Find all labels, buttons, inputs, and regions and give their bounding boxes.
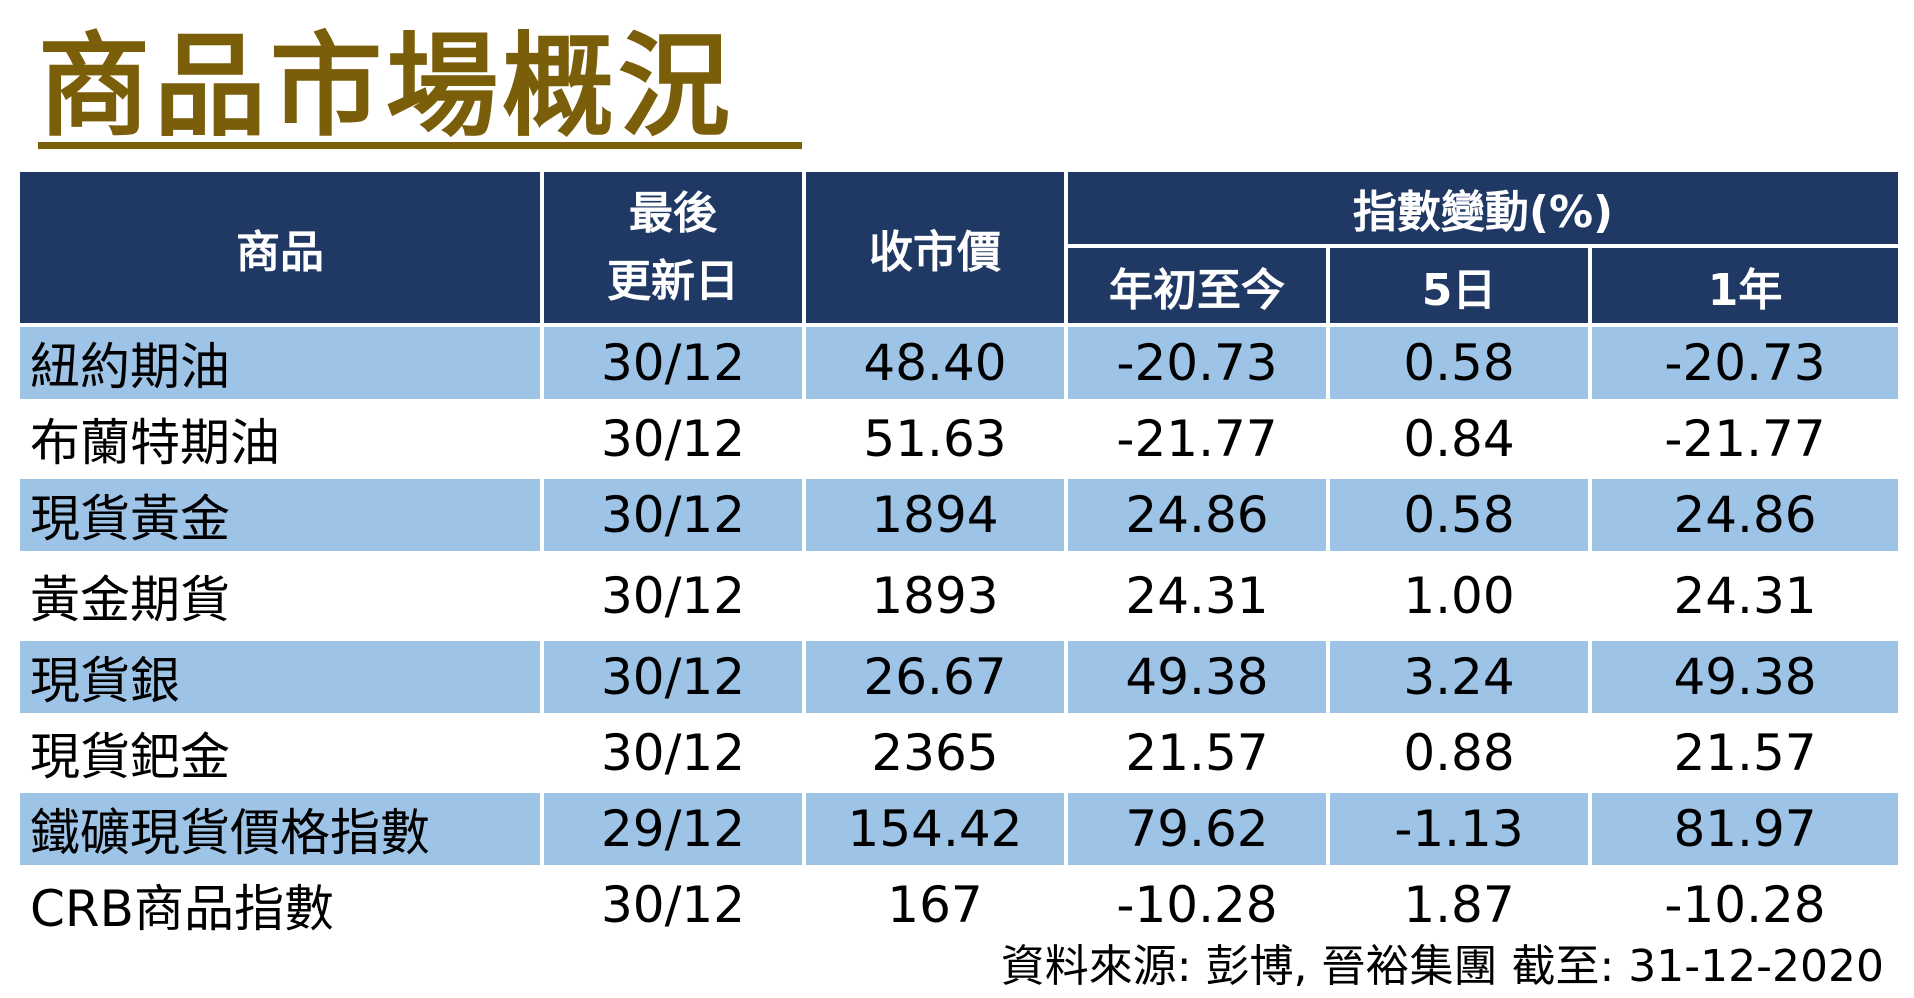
- table-row: 現貨鈀金 30/12 2365 21.57 0.88 21.57: [20, 717, 1898, 789]
- close-price: 1893: [871, 567, 999, 625]
- five-day-change: 0.58: [1330, 327, 1588, 399]
- close-price: 167: [887, 876, 983, 934]
- commodity-name: 鐵礦現貨價格指數: [20, 793, 540, 865]
- five-day-change: 0.88: [1403, 724, 1515, 782]
- last-update-date: 30/12: [544, 327, 802, 399]
- close-price: 51.63: [863, 410, 1007, 468]
- five-day-change: 1.00: [1403, 567, 1515, 625]
- table-row: 現貨黃金 30/12 1894 24.86 0.58 24.86: [20, 479, 1899, 551]
- commodity-name: 現貨鈀金: [30, 728, 230, 786]
- last-update-date: 30/12: [600, 724, 746, 782]
- ytd-change: -21.77: [1116, 410, 1278, 468]
- close-price: 26.67: [806, 641, 1064, 713]
- close-price: 154.42: [806, 793, 1064, 865]
- table-row: 現貨銀 30/12 26.67 49.38 3.24 49.38: [20, 641, 1899, 713]
- header-1-year: 1年: [1592, 248, 1899, 323]
- header-last-update-line2: 更新日: [607, 255, 739, 307]
- header-ytd: 年初至今: [1068, 248, 1326, 323]
- commodity-name: 紐約期油: [20, 327, 540, 399]
- data-source-note: 資料來源: 彭博, 晉裕集團 截至: 31-12-2020: [1000, 941, 1884, 992]
- one-year-change: -20.73: [1592, 327, 1899, 399]
- close-price: 2365: [871, 724, 999, 782]
- commodity-name: 布蘭特期油: [30, 414, 280, 472]
- one-year-change: 24.31: [1673, 567, 1817, 625]
- table-row: CRB商品指數 30/12 167 -10.28 1.87 -10.28: [20, 869, 1898, 941]
- table-row: 紐約期油 30/12 48.40 -20.73 0.58 -20.73: [20, 327, 1899, 399]
- last-update-date: 30/12: [600, 567, 746, 625]
- page-title: 商品市場概況: [38, 22, 734, 152]
- last-update-date: 30/12: [600, 876, 746, 934]
- ytd-change: 24.31: [1125, 567, 1269, 625]
- table-row: 黃金期貨 30/12 1893 24.31 1.00 24.31: [20, 555, 1898, 637]
- commodity-name: 現貨黃金: [20, 479, 540, 551]
- one-year-change: 24.86: [1592, 479, 1899, 551]
- commodity-market-table: 商品 最後 更新日 收市價 指數變動(%) 年初至今 5日 1年 紐約期油 30…: [16, 168, 1902, 945]
- ytd-change: -10.28: [1116, 876, 1278, 934]
- five-day-change: 1.87: [1403, 876, 1515, 934]
- one-year-change: -10.28: [1664, 876, 1826, 934]
- one-year-change: 21.57: [1673, 724, 1817, 782]
- commodity-name: 黃金期貨: [30, 571, 230, 629]
- header-5-day: 5日: [1330, 248, 1588, 323]
- commodity-name: CRB商品指數: [30, 880, 334, 938]
- commodity-name: 現貨銀: [20, 641, 540, 713]
- ytd-change: 21.57: [1125, 724, 1269, 782]
- table-row: 布蘭特期油 30/12 51.63 -21.77 0.84 -21.77: [20, 403, 1898, 475]
- one-year-change: 49.38: [1592, 641, 1899, 713]
- header-close-price: 收市價: [806, 172, 1064, 323]
- five-day-change: 3.24: [1330, 641, 1588, 713]
- five-day-change: -1.13: [1330, 793, 1588, 865]
- close-price: 1894: [806, 479, 1064, 551]
- last-update-date: 30/12: [544, 479, 802, 551]
- five-day-change: 0.84: [1403, 410, 1515, 468]
- last-update-date: 30/12: [600, 410, 746, 468]
- header-index-change: 指數變動(%): [1068, 172, 1899, 244]
- one-year-change: -21.77: [1664, 410, 1826, 468]
- close-price: 48.40: [806, 327, 1064, 399]
- ytd-change: 49.38: [1068, 641, 1326, 713]
- one-year-change: 81.97: [1592, 793, 1899, 865]
- header-last-update-line1: 最後: [629, 187, 717, 239]
- table-row: 鐵礦現貨價格指數 29/12 154.42 79.62 -1.13 81.97: [20, 793, 1899, 865]
- ytd-change: 24.86: [1068, 479, 1326, 551]
- title-underline: [38, 142, 802, 149]
- header-last-update: 最後 更新日: [544, 172, 802, 323]
- last-update-date: 30/12: [544, 641, 802, 713]
- ytd-change: 79.62: [1068, 793, 1326, 865]
- five-day-change: 0.58: [1330, 479, 1588, 551]
- header-commodity: 商品: [20, 172, 540, 323]
- last-update-date: 29/12: [544, 793, 802, 865]
- ytd-change: -20.73: [1068, 327, 1326, 399]
